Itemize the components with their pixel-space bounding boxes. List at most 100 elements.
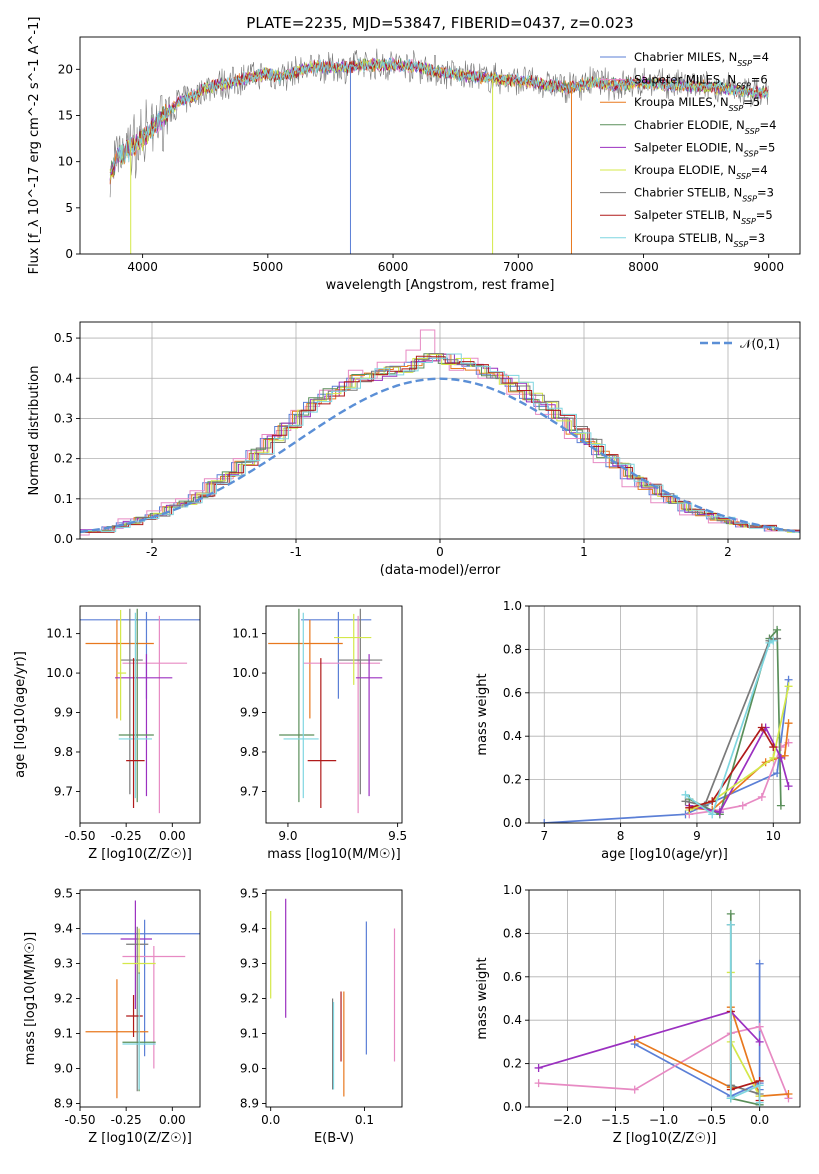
mass-vs-metallicity-xlabel: Z [log10(Z/Z☉)] [88, 1131, 192, 1146]
age-vs-metallicity-xtick-label: -0.50 [64, 829, 95, 843]
mass-vs-metallicity-ytick-label: 9.0 [54, 1062, 73, 1076]
weight-marker [738, 801, 747, 810]
histogram-kroupa-elodie [81, 353, 800, 533]
mass-vs-extinction-frame [265, 889, 403, 1108]
age-vs-metallicity-ytick-label: 10.1 [46, 627, 73, 641]
mass-vs-metallicity-ytick-label: 9.3 [54, 957, 73, 971]
mass-weight-vs-metallicity-xtick-label: −0.5 [697, 1113, 726, 1127]
mass-vs-metallicity-ytick-label: 9.5 [54, 887, 73, 901]
mass-vs-metallicity-xtick-label: -0.50 [64, 1113, 95, 1127]
legend-value: =6 [751, 73, 768, 87]
age-vs-mass-ytick-label: 10.0 [232, 666, 259, 680]
mass-weight-vs-metallicity-xtick-label: −2.0 [553, 1113, 582, 1127]
mass-weight-vs-metallicity-ytick-label: 1.0 [503, 883, 522, 897]
legend-subscript: SSP [741, 217, 756, 226]
mass-weight-vs-age-ylabel: mass weight [475, 673, 490, 755]
residual-histogram-xtick-label: 0 [436, 545, 444, 559]
legend-subscript: SSP [734, 239, 749, 248]
age-vs-mass-ytick-label: 9.7 [240, 784, 259, 798]
mass-weight-vs-metallicity-plot-area [534, 909, 793, 1107]
mass-weight-vs-age-frame [528, 605, 801, 824]
spectrum-title: PLATE=2235, MJD=53847, FIBERID=0437, z=0… [246, 14, 633, 32]
spectrum-xtick-label: 8000 [628, 260, 659, 274]
mass-vs-extinction-ytick-label: 8.9 [240, 1097, 259, 1111]
legend-value: =5 [743, 95, 760, 109]
legend-label: Kroupa ELODIE, NSSP=4 [634, 163, 768, 181]
spectrum-plot-area [109, 48, 769, 254]
spectrum-xtick-label: 4000 [127, 260, 158, 274]
spectrum-xtick-label: 9000 [753, 260, 784, 274]
age-vs-mass-ytick-label: 9.8 [240, 745, 259, 759]
mass-weight-vs-age-ytick-label: 0.2 [503, 773, 522, 787]
weight-marker [784, 782, 793, 791]
spectrum-xlabel: wavelength [Angstrom, rest frame] [326, 278, 555, 293]
legend-label: Chabrier ELODIE, NSSP=4 [634, 118, 776, 136]
mass-weight-vs-metallicity-xtick-label: −1.0 [649, 1113, 678, 1127]
residual-histogram-ytick-label: 0.3 [54, 411, 73, 425]
mass-weight-vs-age-ytick-label: 0.0 [503, 816, 522, 830]
legend-label: Chabrier MILES, NSSP=4 [634, 50, 769, 68]
normal-curve [80, 377, 800, 534]
spectrum-panel: 4000 5000 6000 7000 8000 9000 0 5 10 15 20 waveleng… [27, 17, 801, 293]
weight-marker [726, 920, 735, 929]
age-vs-metallicity-ytick-label: 10.0 [46, 666, 73, 680]
legend-subscript: SSP [742, 194, 757, 203]
weight-marker [715, 808, 724, 817]
mass-weight-vs-metallicity-xlabel: Z [log10(Z/Z☉)] [613, 1131, 717, 1146]
weight-marker [685, 803, 694, 812]
mass-vs-metallicity-plot-area [81, 900, 200, 1099]
legend-value: =4 [760, 118, 777, 132]
mass-weight-vs-metallicity-ytick-label: 0.2 [503, 1057, 522, 1071]
mass-weight-vs-age-ytick-label: 1.0 [503, 599, 522, 613]
legend-value: =3 [748, 231, 765, 245]
mass-vs-metallicity-xtick-label: -0.25 [111, 1113, 142, 1127]
mass-weight-vs-age-xtick-label: 7 [540, 829, 548, 843]
residual-histogram-xlabel: (data-model)/error [380, 563, 501, 578]
mass-weight-vs-metallicity-panel: −2.0 −1.5 −1.0 −0.5 0.0 0.0 0.2 0.4 0.6 0.8 1.0 Z [… [475, 883, 801, 1146]
legend-label: Salpeter MILES, NSSP=6 [634, 73, 768, 91]
weight-marker [776, 801, 785, 810]
mass-weight-vs-metallicity-ytick-label: 0.4 [503, 1013, 522, 1027]
residual-histogram-ytick-label: 0.4 [54, 371, 73, 385]
weight-marker [769, 753, 778, 762]
age-vs-mass-xlabel: mass [log10(M/M☉)] [267, 847, 400, 862]
weight-marker [755, 1081, 764, 1090]
weight-marker [776, 743, 785, 752]
age-vs-mass-panel: 9.0 9.5 9.7 9.8 9.9 10.0 10.1 mass [log10(M/M☉)… [232, 605, 407, 862]
mass-weight-vs-metallicity-xtick-label: −1.5 [601, 1113, 630, 1127]
mass-vs-extinction-panel: 0.0 0.1 8.9 9.0 9.1 9.2 9.3 9.4 9.5 E(B-V) [240, 887, 403, 1146]
legend-subscript: SSP [737, 59, 752, 68]
spectrum-frame [79, 36, 801, 255]
weight-marker [755, 1037, 764, 1046]
weight-marker [757, 792, 766, 801]
mass-vs-extinction-ytick-label: 9.2 [240, 992, 259, 1006]
residual-histogram-ytick-label: 0.0 [54, 532, 73, 546]
mass-weight-vs-metallicity-xtick-label: 0.0 [750, 1113, 769, 1127]
weight-marker [708, 797, 717, 806]
spectrum-line-kroupa-stelib [109, 58, 769, 176]
age-vs-metallicity-ylabel: age [log10(age/yr)] [13, 651, 28, 778]
weight-marker [769, 743, 778, 752]
weight-marker [784, 682, 793, 691]
legend-value: =5 [758, 140, 775, 154]
spectrum-xtick-label: 6000 [378, 260, 409, 274]
weight-marker [630, 1085, 639, 1094]
residual-histogram-ytick-label: 0.2 [54, 452, 73, 466]
residual-histogram-xtick-label: -1 [290, 545, 302, 559]
residual-histogram-ytick-label: 0.5 [54, 331, 73, 345]
mass-vs-metallicity-frame [79, 889, 201, 1108]
age-vs-mass-ytick-label: 10.1 [232, 627, 259, 641]
mass-vs-metallicity-ytick-label: 8.9 [54, 1097, 73, 1111]
spectrum-legend: Chabrier MILES, NSSP=4 Salpeter MILES, NS… [600, 50, 776, 248]
weight-marker [769, 636, 778, 645]
weight-marker [708, 810, 717, 819]
mass-weight-vs-age-xtick-label: 8 [617, 829, 625, 843]
weight-marker [726, 1094, 735, 1103]
residual-histogram-panel: -2 -1 0 1 2 0.0 0.1 0.2 0.3 0.4 0.5 (data-model)/er… [27, 321, 801, 578]
residual-histogram-plot-area [80, 329, 800, 536]
age-vs-metallicity-ytick-label: 9.8 [54, 745, 73, 759]
residual-histogram-frame [79, 321, 801, 540]
mass-weight-vs-age-xlabel: age [log10(age/yr)] [601, 847, 728, 862]
residual-histogram-xtick-label: -2 [146, 545, 158, 559]
